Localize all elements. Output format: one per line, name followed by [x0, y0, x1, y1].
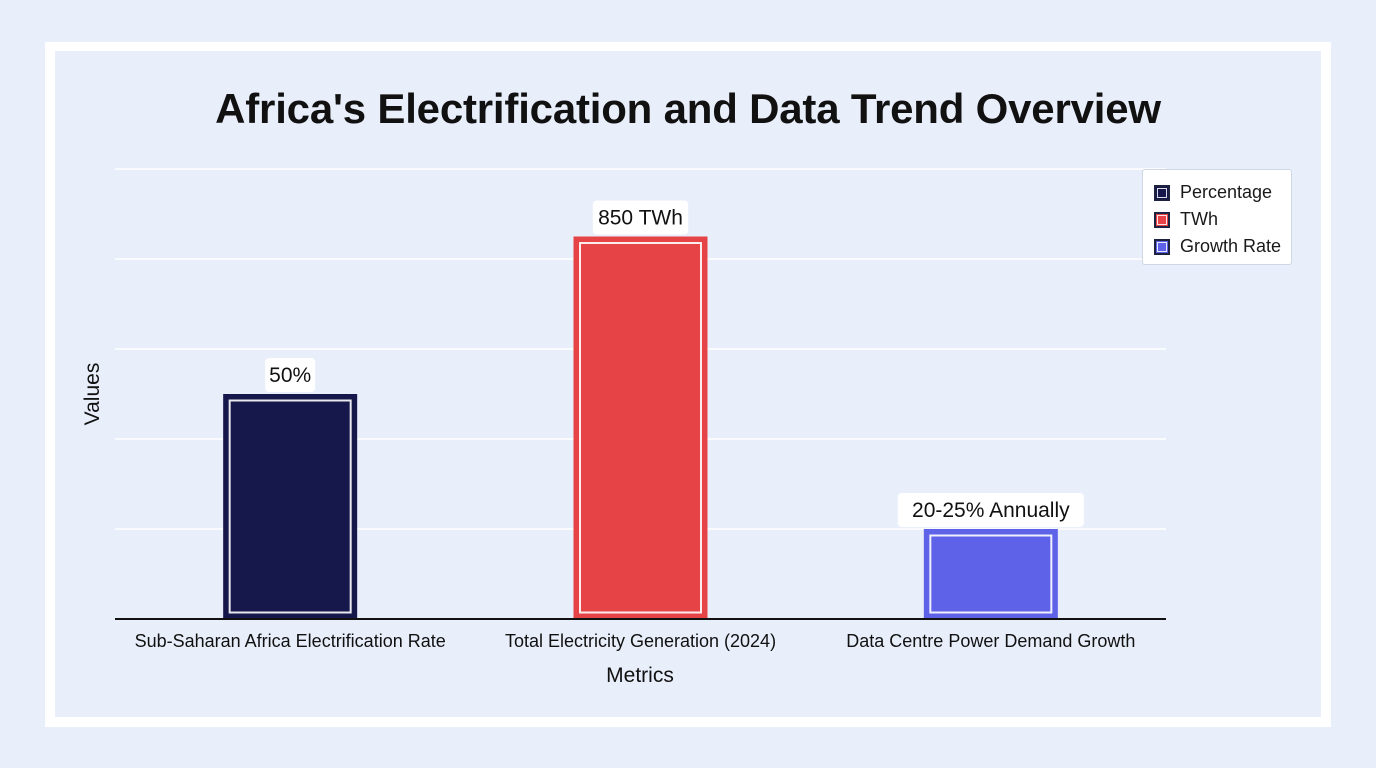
- data-labels: 50% 850 TWh 20-25% Annually: [265, 200, 1084, 527]
- data-label: 50%: [265, 358, 316, 392]
- bar: [223, 394, 358, 619]
- bar: [923, 529, 1058, 619]
- data-label-text: 50%: [269, 364, 311, 387]
- data-label-text: 20-25% Annually: [912, 499, 1070, 522]
- legend: Percentage TWh Growth Rate: [1142, 169, 1292, 265]
- legend-swatch-percentage: [1154, 184, 1170, 201]
- legend-label: Growth Rate: [1180, 236, 1282, 256]
- bars: [223, 236, 1058, 619]
- legend-label: Percentage: [1180, 182, 1273, 202]
- legend-item-percentage: Percentage: [1154, 179, 1291, 206]
- data-label: 20-25% Annually: [897, 493, 1084, 527]
- data-label-box: [897, 493, 1084, 527]
- bar-inner-outline: [579, 242, 702, 614]
- legend-swatch-growth-rate: [1154, 238, 1170, 255]
- x-tick-label: Data Centre Power Demand Growth: [846, 631, 1135, 651]
- bar-fill: [223, 394, 358, 619]
- bar-fill: [923, 529, 1058, 619]
- legend-label: TWh: [1180, 209, 1218, 229]
- legend-item-growth-rate: Growth Rate: [1154, 233, 1291, 260]
- data-label-box: [592, 200, 689, 235]
- bar: [573, 236, 708, 619]
- chart-panel: Africa's Electrification and Data Trend …: [55, 51, 1321, 717]
- chart-frame: Africa's Electrification and Data Trend …: [45, 42, 1331, 727]
- data-label-text: 850 TWh: [598, 207, 683, 230]
- bar-fill: [573, 236, 708, 619]
- bar-inner-outline: [929, 534, 1053, 614]
- y-axis-label: Values: [81, 363, 104, 426]
- legend-swatch-twh: [1154, 211, 1170, 228]
- x-tick-labels: Sub-Saharan Africa Electrification Rate T…: [135, 631, 1136, 651]
- bar-chart: 50% 850 TWh 20-25% Annually Sub-Saharan Af…: [81, 168, 1166, 687]
- data-label-box: [265, 358, 316, 392]
- legend-item-twh: TWh: [1154, 206, 1291, 233]
- x-tick-label: Total Electricity Generation (2024): [505, 631, 776, 651]
- x-axis-label: Metrics: [606, 664, 674, 687]
- data-label: 850 TWh: [592, 200, 689, 235]
- chart-title: Africa's Electrification and Data Trend …: [215, 85, 1161, 132]
- bar-inner-outline: [228, 399, 352, 614]
- x-tick-label: Sub-Saharan Africa Electrification Rate: [135, 631, 446, 651]
